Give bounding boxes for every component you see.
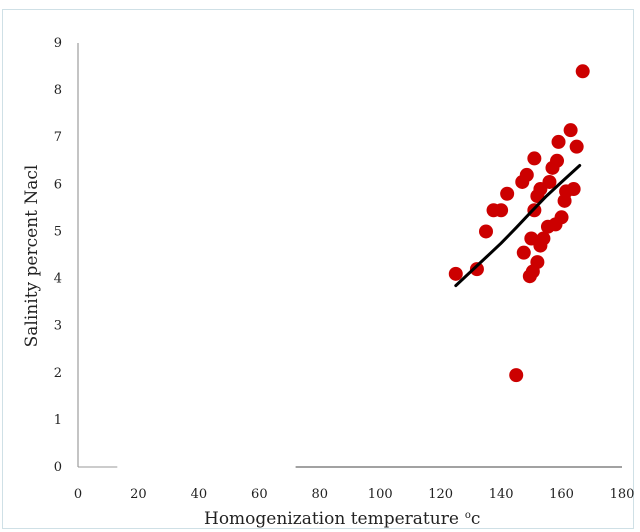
y-tick-label: 4	[54, 272, 62, 287]
y-tick-label: 1	[54, 413, 62, 428]
x-tick-label: 160	[549, 487, 574, 502]
trend-line	[454, 164, 582, 288]
chart-frame	[2, 9, 634, 529]
y-tick-label: 2	[54, 366, 62, 381]
data-point	[566, 182, 581, 197]
y-tick-label: 3	[54, 319, 62, 334]
y-tick-label: 0	[54, 460, 62, 475]
data-point	[536, 231, 551, 246]
data-point	[569, 139, 584, 154]
x-axis-title-text: Homogenization temperature	[204, 509, 459, 529]
x-tick-label: 40	[191, 487, 208, 502]
data-point	[494, 203, 509, 218]
y-axis-title: Salinity percent Nacl	[22, 165, 42, 348]
x-axis-title-unit-prefix: o	[465, 510, 471, 521]
y-tick-labels: 0 1 2 3 4 5 6 7 8 9	[54, 36, 62, 475]
x-tick-label: 0	[74, 487, 82, 502]
data-point	[551, 134, 566, 149]
y-tick-label: 9	[54, 36, 62, 51]
data-point	[527, 151, 542, 166]
y-tick-label: 8	[54, 83, 62, 98]
data-point	[519, 167, 534, 182]
y-tick-label: 5	[54, 224, 62, 239]
x-axis-title: Homogenization temperature oc	[204, 509, 480, 529]
x-axis-title-unit: c	[471, 509, 481, 529]
x-tick-labels: 0 20 40 60 80 100 120 140 160 180	[74, 487, 635, 502]
data-point	[554, 210, 569, 225]
y-tick-label: 6	[54, 177, 62, 192]
x-tick-label: 20	[130, 487, 147, 502]
data-point	[509, 368, 524, 383]
data-point	[516, 245, 531, 260]
x-tick-label: 80	[312, 487, 329, 502]
x-axis: 0 20 40 60 80 100 120 140 160 180	[74, 466, 635, 502]
data-point	[575, 64, 590, 79]
data-points	[448, 64, 590, 383]
x-tick-label: 60	[251, 487, 268, 502]
x-tick-label: 180	[610, 487, 635, 502]
y-tick-label: 7	[54, 130, 62, 145]
data-point	[563, 123, 578, 138]
x-tick-label: 100	[368, 487, 393, 502]
data-point	[469, 262, 484, 277]
data-point	[479, 224, 493, 239]
y-axis: 0 1 2 3 4 5 6 7 8 9	[54, 36, 79, 475]
data-point	[530, 255, 545, 270]
x-tick-label: 120	[428, 487, 453, 502]
data-point	[500, 186, 515, 201]
data-point	[542, 174, 557, 189]
data-point	[448, 266, 463, 281]
data-point	[550, 153, 565, 168]
x-tick-label: 140	[489, 487, 514, 502]
